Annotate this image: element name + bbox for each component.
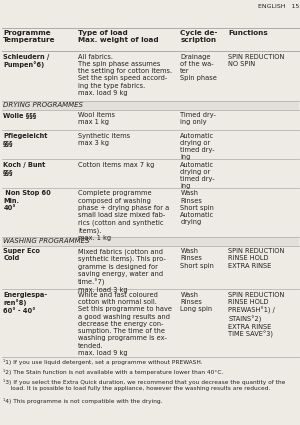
Text: Functions: Functions [228, 30, 268, 36]
Text: ¹4) This programme is not compatible with the drying.: ¹4) This programme is not compatible wit… [3, 398, 163, 404]
Text: SPIN REDUCTION
RINSE HOLD
PREWASH°1) /
STAINS°2)
EXTRA RINSE
TIME SAVE°3): SPIN REDUCTION RINSE HOLD PREWASH°1) / S… [228, 292, 285, 338]
Text: Energiespa-
ren°8)
60° - 40°: Energiespa- ren°8) 60° - 40° [3, 292, 47, 314]
Text: Koch / Bunt
§§§: Koch / Bunt §§§ [3, 162, 46, 175]
Bar [2, 101, 299, 110]
Bar [2, 237, 299, 246]
Text: Wool items
max 1 kg: Wool items max 1 kg [78, 112, 115, 125]
Text: Synthetic items
max 3 kg: Synthetic items max 3 kg [78, 133, 130, 146]
Text: Type of load
Max. weight of load: Type of load Max. weight of load [78, 30, 159, 43]
Text: Cycle de-
scription: Cycle de- scription [180, 30, 218, 43]
Text: Timed dry-
ing only: Timed dry- ing only [180, 112, 216, 125]
Text: ENGLISH   15: ENGLISH 15 [258, 4, 299, 9]
Text: Wash
Rinses
Short spin
Automatic
drying: Wash Rinses Short spin Automatic drying [180, 190, 214, 225]
Text: WASHING PROGRAMMES: WASHING PROGRAMMES [3, 238, 90, 244]
Text: Automatic
drying or
timed dry-
ing: Automatic drying or timed dry- ing [180, 133, 215, 160]
Text: ¹2) The Stain function is not available with a temperature lower than 40°C.: ¹2) The Stain function is not available … [3, 369, 224, 375]
Text: Programme
Temperature: Programme Temperature [3, 30, 56, 43]
Text: Schleudern /
Pumpen°6): Schleudern / Pumpen°6) [3, 54, 50, 68]
Text: White and fast coloured
cotton with normal soil.
Set this programme to have
a go: White and fast coloured cotton with norm… [78, 292, 172, 356]
Text: ¹3) If you select the Extra Quick duration, we recommend that you decrease the q: ¹3) If you select the Extra Quick durati… [3, 379, 286, 391]
Text: Automatic
drying or
timed dry-
ing: Automatic drying or timed dry- ing [180, 162, 215, 189]
Text: ¹1) If you use liquid detergent, set a programme without PREWASH.: ¹1) If you use liquid detergent, set a p… [3, 359, 203, 365]
Text: Complete programme
composed of washing
phase + drying phase for a
small load siz: Complete programme composed of washing p… [78, 190, 169, 241]
Text: Non Stop 60
Min.
40°: Non Stop 60 Min. 40° [3, 190, 51, 211]
Text: Pflegeleicht
§§§: Pflegeleicht §§§ [3, 133, 48, 146]
Text: Drainage
of the wa-
ter
Spin phase: Drainage of the wa- ter Spin phase [180, 54, 217, 81]
Text: Cotton items max 7 kg: Cotton items max 7 kg [78, 162, 155, 167]
Text: All fabrics.
The spin phase assumes
the setting for cotton items.
Set the spin s: All fabrics. The spin phase assumes the … [78, 54, 172, 96]
Text: Super Eco
Cold: Super Eco Cold [3, 248, 40, 261]
Text: Wash
Rinses
Short spin: Wash Rinses Short spin [180, 248, 214, 269]
Text: DRYING PROGRAMMES: DRYING PROGRAMMES [3, 102, 83, 108]
Text: Wolle §§§: Wolle §§§ [3, 112, 37, 118]
Text: Mixed fabrics (cotton and
synthetic items). This pro-
gramme is designed for
sav: Mixed fabrics (cotton and synthetic item… [78, 248, 166, 293]
Text: Wash
Rinses
Long spin: Wash Rinses Long spin [180, 292, 212, 312]
Text: SPIN REDUCTION
NO SPIN: SPIN REDUCTION NO SPIN [228, 54, 285, 67]
Text: SPIN REDUCTION
RINSE HOLD
EXTRA RINSE: SPIN REDUCTION RINSE HOLD EXTRA RINSE [228, 248, 285, 269]
